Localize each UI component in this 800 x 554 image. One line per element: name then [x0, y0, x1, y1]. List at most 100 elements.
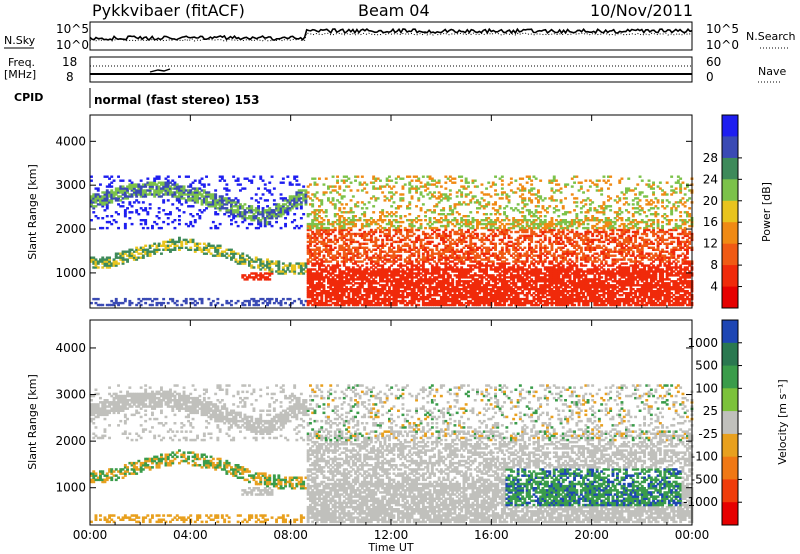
heatmap-cell [448, 288, 452, 291]
heatmap-cell [166, 183, 170, 186]
heatmap-cell [248, 209, 251, 212]
heatmap-cell [374, 274, 378, 277]
heatmap-cell [388, 246, 391, 249]
heatmap-cell [372, 297, 376, 301]
heatmap-cell [500, 175, 504, 178]
heatmap-cell [500, 294, 504, 297]
heatmap-cell [439, 276, 443, 279]
heatmap-cell [302, 199, 306, 202]
heatmap-cell [406, 286, 409, 289]
heatmap-cell [141, 191, 145, 194]
heatmap-cell [469, 295, 473, 299]
heatmap-cell [342, 258, 346, 261]
heatmap-cell [467, 252, 470, 255]
heatmap-cell [460, 248, 464, 251]
heatmap-cell [467, 301, 470, 305]
heatmap-cell [503, 264, 506, 267]
heatmap-cell [469, 242, 473, 245]
heatmap-cell [433, 217, 436, 220]
heatmap-cell [315, 272, 319, 275]
heatmap-cell [200, 201, 204, 204]
heatmap-cell [408, 299, 412, 303]
heatmap-cell [372, 232, 376, 236]
heatmap-cell [417, 303, 421, 307]
heatmap-cell [306, 260, 310, 263]
heatmap-cell [458, 295, 461, 299]
heatmap-cell [444, 278, 448, 281]
heatmap-cell [417, 228, 421, 232]
heatmap-cell [419, 209, 423, 212]
heatmap-cell [137, 201, 141, 204]
heatmap-cell [254, 303, 258, 307]
heatmap-cell [110, 222, 114, 226]
heatmap-cell [304, 262, 308, 265]
heatmap-cell [415, 294, 418, 297]
heatmap-cell [333, 270, 337, 273]
heatmap-cell [96, 199, 100, 202]
heatmap-cell [105, 256, 109, 259]
heatmap-cell [385, 242, 389, 245]
heatmap-cell [367, 303, 371, 307]
heatmap-cell [336, 260, 339, 263]
heatmap-cell [482, 284, 486, 287]
heatmap-cell [403, 248, 407, 251]
heatmap-cell [426, 187, 430, 190]
heatmap-cell [394, 288, 398, 291]
heatmap-cell [126, 260, 129, 263]
heatmap-cell [455, 297, 459, 301]
heatmap-cell [428, 295, 432, 299]
heatmap-cell [372, 181, 376, 184]
heatmap-cell [491, 234, 495, 238]
heatmap-cell [345, 299, 348, 303]
heatmap-cell [455, 295, 459, 299]
heatmap-cell [248, 303, 251, 307]
heatmap-cell [464, 193, 468, 196]
heatmap-cell [313, 195, 317, 198]
nsky-panel: N.Sky 10^5 10^0 10^5 10^0 N.Search [4, 21, 796, 52]
heatmap-cell [94, 215, 98, 218]
heatmap-cell [90, 258, 93, 261]
heatmap-cell [193, 197, 197, 200]
heatmap-cell [205, 193, 208, 196]
heatmap-cell [96, 187, 100, 190]
heatmap-cell [117, 226, 120, 230]
heatmap-cell [512, 297, 516, 301]
heatmap-cell [320, 260, 324, 263]
heatmap-cell [469, 270, 473, 273]
heatmap-cell [500, 228, 504, 232]
heatmap-cell [336, 262, 339, 265]
heatmap-cell [297, 189, 301, 192]
heatmap-cell [327, 286, 330, 289]
heatmap-cell [351, 270, 355, 273]
heatmap-cell [309, 224, 312, 228]
heatmap-cell [379, 292, 382, 295]
heatmap-cell [126, 195, 129, 198]
heatmap-cell [171, 242, 175, 245]
heatmap-cell [369, 266, 373, 269]
heatmap-cell [223, 250, 227, 253]
heatmap-cell [412, 254, 416, 257]
heatmap-cell [187, 248, 190, 251]
heatmap-cell [476, 246, 479, 249]
heatmap-cell [412, 244, 416, 247]
heatmap-cell [112, 258, 116, 261]
heatmap-cell [225, 183, 229, 186]
heatmap-cell [435, 272, 439, 275]
heatmap-cell [372, 256, 376, 259]
heatmap-cell [270, 215, 274, 218]
heatmap-cell [178, 222, 181, 226]
heatmap-cell [324, 242, 328, 245]
heatmap-cell [460, 219, 464, 222]
heatmap-cell [410, 248, 414, 251]
heatmap-cell [392, 201, 396, 204]
heatmap-cell [144, 252, 148, 255]
heatmap-cell [399, 215, 403, 218]
heatmap-cell [369, 276, 373, 279]
heatmap-cell [455, 254, 459, 257]
heatmap-cell [311, 262, 315, 265]
heatmap-cell [523, 246, 527, 249]
heatmap-cell [360, 175, 364, 178]
heatmap-cell [426, 246, 430, 249]
heatmap-cell [424, 295, 427, 299]
heatmap-cell [313, 177, 317, 180]
